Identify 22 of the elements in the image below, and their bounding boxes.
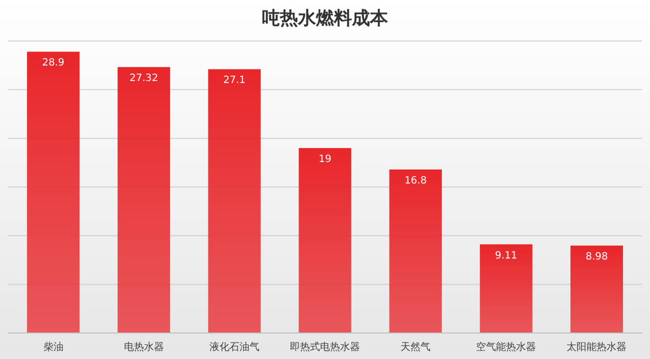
x-tick-label: 液化石油气 (209, 341, 260, 353)
x-tick-label: 即热式电热水器 (290, 341, 360, 353)
data-label: 27.1 (223, 75, 246, 86)
bar (27, 52, 80, 333)
x-tick-label: 柴油 (43, 341, 64, 353)
data-label: 28.9 (42, 58, 64, 69)
bar (389, 169, 442, 333)
data-label: 16.8 (404, 175, 427, 186)
bar (298, 148, 352, 333)
x-tick-label: 太阳能热水器 (566, 341, 627, 353)
x-tick-label: 电热水器 (124, 341, 164, 353)
x-tick-label: 空气能热水器 (476, 341, 536, 353)
bar (480, 244, 532, 333)
data-label: 9.11 (495, 250, 518, 262)
bar (208, 69, 261, 333)
data-label: 19 (318, 154, 332, 166)
data-label: 27.32 (130, 73, 158, 84)
chart-title: 吨热水燃料成本 (262, 8, 389, 29)
x-tick-label: 天然气 (400, 341, 431, 353)
bar (570, 246, 623, 333)
bar (118, 67, 170, 333)
data-label: 8.98 (586, 252, 608, 263)
